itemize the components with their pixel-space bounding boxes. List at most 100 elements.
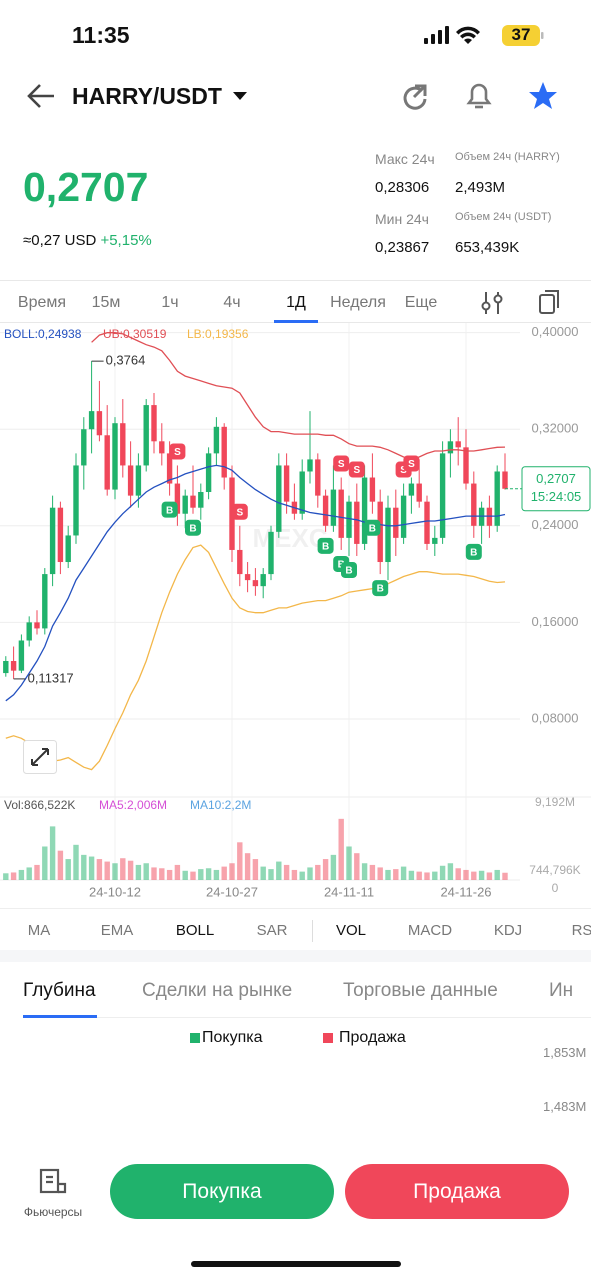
volume-bar <box>198 869 204 880</box>
candle-body <box>268 531 274 575</box>
x-tick-label: 24-11-26 <box>440 884 491 899</box>
candle-body <box>49 507 56 575</box>
volume-bar <box>315 864 321 880</box>
layout-button[interactable] <box>538 289 560 315</box>
price-change: +5,15% <box>100 232 152 249</box>
candle-body <box>494 471 500 526</box>
candle-body <box>205 453 212 493</box>
status-icons <box>424 25 544 46</box>
timeframe-tab[interactable]: 1Д <box>286 294 306 311</box>
volume-bar <box>252 859 259 880</box>
pair-selector[interactable]: HARRY/USDT <box>72 83 222 109</box>
timeframe-tab[interactable]: Время <box>17 294 67 311</box>
volume-bar <box>439 865 446 880</box>
volume-bar <box>42 846 48 880</box>
volume-bar <box>244 853 251 880</box>
timeframe-tab[interactable]: Неделя <box>330 294 386 311</box>
favorite-button[interactable] <box>527 80 559 112</box>
volume-bar <box>354 853 360 880</box>
legend-entry: UB:0,30519 <box>103 327 167 341</box>
x-tick-label: 24-11-11 <box>324 884 374 899</box>
candle-body <box>65 535 71 563</box>
signal-marker <box>333 455 350 472</box>
candle-body <box>104 435 110 490</box>
divider <box>0 280 591 281</box>
volume-bar <box>229 863 235 880</box>
indicator-settings[interactable] <box>480 290 504 316</box>
volume-bar <box>166 869 173 880</box>
timeframe-tab[interactable]: 1ч <box>161 294 179 311</box>
candle-body <box>315 459 321 496</box>
info-tab[interactable]: Глубина <box>23 980 96 1001</box>
indicator-tab[interactable]: BOLL <box>175 922 215 939</box>
pair-caret[interactable] <box>232 90 248 102</box>
indicator-tab[interactable]: MACD <box>407 922 453 939</box>
volume-bar <box>471 871 477 880</box>
candle-body <box>369 477 376 502</box>
stat-value: 2,493M <box>455 179 506 196</box>
candle-body <box>330 489 337 526</box>
volume-bar <box>299 871 305 880</box>
last-price: 0,2707 <box>23 164 149 210</box>
volume-bar <box>96 859 103 880</box>
timeframe-tab[interactable]: 15м <box>91 294 121 311</box>
info-tab[interactable]: Торговые данные <box>343 980 498 1001</box>
signal-marker <box>372 580 389 597</box>
volume-bar <box>57 850 64 880</box>
signal-label: S <box>174 447 181 458</box>
volume-bar <box>205 868 212 880</box>
signal-label: B <box>166 505 173 516</box>
watermark: MEXC <box>252 523 327 553</box>
indicator-tab[interactable]: RS <box>571 922 591 939</box>
timeframe-tab[interactable]: Еще <box>404 294 438 311</box>
indicator-tab[interactable]: KDJ <box>493 922 523 939</box>
back-button[interactable] <box>26 82 58 110</box>
candle-body <box>213 426 220 454</box>
price-fiat: ≈0,27 USD +5,15% <box>23 232 152 249</box>
volume-bar <box>18 869 25 880</box>
candle-body <box>385 507 391 563</box>
signal-marker <box>341 561 357 578</box>
band-line <box>5 544 506 771</box>
futures-label[interactable]: Фьючерсы <box>23 1205 83 1219</box>
indicator-tab[interactable]: MA <box>27 922 51 939</box>
timeframe-tab[interactable]: 4ч <box>223 294 241 311</box>
volume-bar <box>346 846 352 880</box>
candle-body <box>10 661 17 671</box>
signal-marker <box>403 455 420 472</box>
volume-bar <box>10 872 17 880</box>
candle-body <box>159 441 165 454</box>
futures-icon[interactable] <box>38 1168 68 1196</box>
candle-body <box>299 471 305 514</box>
volume-bar <box>190 871 196 880</box>
indicator-tab[interactable]: SAR <box>256 922 288 939</box>
sell-button[interactable]: Продажа <box>345 1164 569 1219</box>
volume-bar <box>213 869 220 880</box>
candle-body <box>18 640 25 671</box>
signal-marker <box>185 519 201 536</box>
info-tab[interactable]: Ин <box>549 980 574 1001</box>
indicator-tab[interactable]: VOL <box>335 922 366 939</box>
share-button[interactable] <box>400 82 430 112</box>
candle-body <box>182 495 188 514</box>
volume-bar <box>416 871 422 880</box>
volume-bar <box>34 864 40 880</box>
info-tab[interactable]: Сделки на рынке <box>142 980 293 1001</box>
candle-body <box>96 411 103 436</box>
stat-value: 653,439K <box>455 239 520 256</box>
alert-button[interactable] <box>464 80 494 112</box>
candle-body <box>198 492 204 508</box>
band-line <box>5 464 506 702</box>
tab-underline <box>23 1015 97 1018</box>
separator <box>312 920 313 942</box>
y-tick-label: 0,24000 <box>532 517 579 532</box>
volume-bar <box>81 854 87 880</box>
legend-label: Покупка <box>202 1029 263 1046</box>
fullscreen-button[interactable] <box>23 740 57 774</box>
signal-label: S <box>408 459 415 470</box>
indicator-tab[interactable]: EMA <box>100 922 134 939</box>
volume-bar <box>447 863 454 880</box>
buy-button[interactable]: Покупка <box>110 1164 334 1219</box>
volume-legend: Vol:866,522K <box>4 798 75 812</box>
candle-body <box>283 465 290 502</box>
